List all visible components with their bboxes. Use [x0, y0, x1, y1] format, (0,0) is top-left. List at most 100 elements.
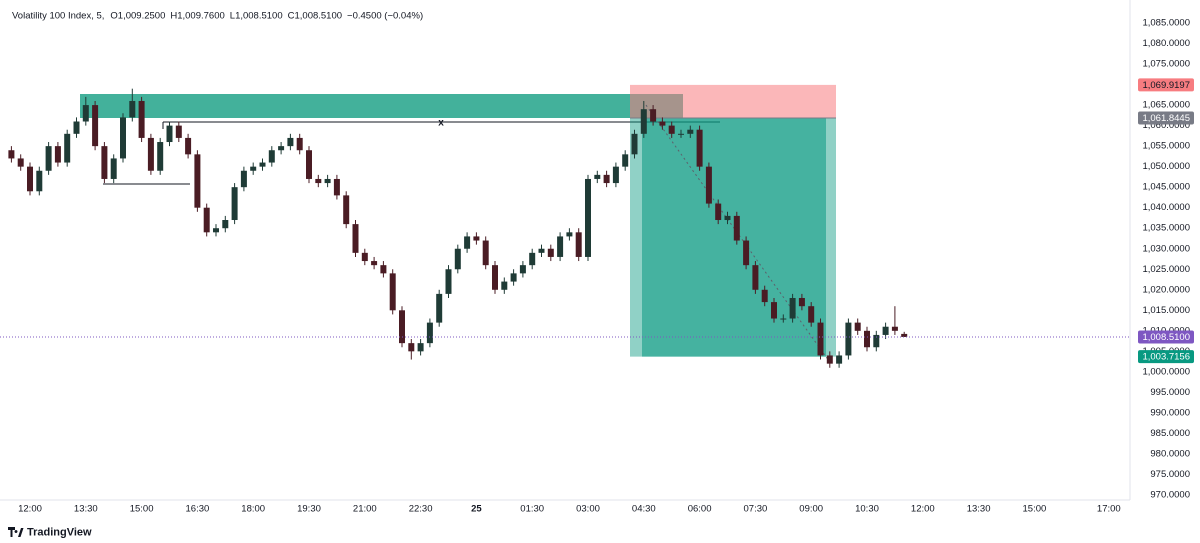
- x-tick-label: 12:00: [911, 504, 935, 515]
- candle-body: [845, 322, 852, 356]
- candle-body: [268, 150, 275, 163]
- candle-body: [464, 236, 471, 249]
- price-label-box: [1138, 330, 1194, 344]
- candle-body: [808, 306, 815, 323]
- x-tick-label: 06:00: [688, 504, 712, 515]
- candle-body: [64, 133, 71, 163]
- candle-body: [54, 146, 61, 163]
- x-tick-label: 13:30: [74, 504, 98, 515]
- x-tick-label: 01:30: [520, 504, 544, 515]
- x-tick-label: 04:30: [632, 504, 656, 515]
- chart-title: Volatility 100 Index, 5,: [12, 11, 104, 22]
- candle-body: [771, 302, 777, 319]
- candle-body: [17, 158, 24, 167]
- candle-body: [873, 334, 880, 348]
- candle-body: [752, 265, 759, 290]
- candle-body: [352, 224, 359, 253]
- x-tick-label: 10:30: [855, 504, 879, 515]
- y-tick-label: 975.0000: [1150, 469, 1190, 480]
- candle-body: [817, 322, 824, 356]
- stop-zone: [630, 84, 836, 119]
- x-tick-label: 18:00: [241, 504, 265, 515]
- candle-body: [408, 343, 415, 352]
- candle-body: [120, 117, 126, 159]
- footer: [0, 520, 1200, 543]
- y-tick-label: 985.0000: [1150, 428, 1190, 439]
- candle-body: [296, 137, 303, 151]
- candle-body: [110, 158, 117, 179]
- candle-body: [836, 355, 843, 364]
- y-tick-label: 990.0000: [1150, 407, 1190, 418]
- candle-body: [129, 100, 136, 118]
- y-tick-label: 1,030.0000: [1142, 243, 1190, 254]
- candle-body: [864, 330, 870, 348]
- candle-body: [324, 178, 331, 184]
- y-tick-label: 970.0000: [1150, 490, 1190, 501]
- candle-body: [454, 248, 461, 270]
- candle-body: [73, 121, 80, 134]
- candle-body: [194, 154, 201, 208]
- candle-body: [445, 269, 452, 294]
- candle-body: [826, 355, 833, 364]
- candle-body: [203, 207, 210, 233]
- candle-body: [287, 137, 294, 147]
- ohlc-value: −0.4500 (−0.04%): [347, 11, 423, 22]
- candle-body: [603, 174, 610, 184]
- candle-body: [240, 170, 247, 188]
- candle-body: [798, 297, 805, 307]
- x-tick-label: 13:30: [967, 504, 991, 515]
- candle-body: [147, 137, 154, 171]
- price-label: 1,069.9197: [1142, 80, 1190, 91]
- candle-body: [482, 240, 489, 266]
- candle-body: [399, 310, 405, 344]
- candle-body: [213, 228, 219, 233]
- candle-body: [175, 125, 182, 138]
- candle-body: [696, 129, 703, 167]
- candle-body: [901, 333, 908, 337]
- candle-body: [538, 248, 545, 253]
- y-tick-label: 1,085.0000: [1142, 18, 1190, 29]
- candle-body: [585, 178, 591, 257]
- candle-body: [371, 261, 378, 266]
- candle-body: [222, 220, 229, 229]
- candle-body: [650, 109, 657, 122]
- candle-body: [724, 215, 731, 221]
- x-tick-label: 21:00: [353, 504, 377, 515]
- zone: [80, 94, 683, 118]
- y-tick-label: 1,075.0000: [1142, 59, 1190, 70]
- y-tick-label: 1,025.0000: [1142, 264, 1190, 275]
- axes: 1,085.00001,080.00001,075.00001,070.0000…: [0, 18, 1194, 515]
- candle-body: [640, 109, 647, 134]
- candle-body: [45, 146, 52, 171]
- candle-body: [250, 166, 257, 171]
- candle-body: [315, 178, 322, 184]
- y-tick-label: 1,035.0000: [1142, 223, 1190, 234]
- ohlc-legend: O1,009.2500 H1,009.7600 L1,008.5100 C1,008.…: [110, 11, 423, 22]
- y-tick-label: 1,060.0000: [1142, 120, 1190, 131]
- candle-body: [557, 236, 564, 257]
- candle-body: [343, 195, 350, 225]
- price-label-box: [1138, 350, 1194, 364]
- candle-body: [854, 322, 861, 331]
- candle-body: [8, 150, 15, 159]
- y-tick-label: 1,020.0000: [1142, 284, 1190, 295]
- candle-body: [473, 236, 480, 241]
- candle-body: [733, 215, 740, 241]
- price-label: 1,008.5100: [1142, 332, 1190, 343]
- candle-body: [882, 326, 889, 335]
- branding: TradingView: [27, 526, 92, 538]
- logo: [8, 527, 24, 537]
- candle-body: [138, 100, 145, 138]
- candle-body: [743, 240, 750, 266]
- ohlc-value: O1,009.2500: [110, 11, 165, 22]
- y-tick-label: 1,045.0000: [1142, 182, 1190, 193]
- y-tick-label: 980.0000: [1150, 448, 1190, 459]
- x-tick-label: 15:00: [1023, 504, 1047, 515]
- candle-body: [891, 326, 898, 331]
- candle-body: [306, 150, 312, 179]
- candle-body: [92, 105, 99, 147]
- x-tick-label: 15:00: [130, 504, 154, 515]
- y-tick-label: 1,040.0000: [1142, 202, 1190, 213]
- candle-body: [231, 187, 238, 221]
